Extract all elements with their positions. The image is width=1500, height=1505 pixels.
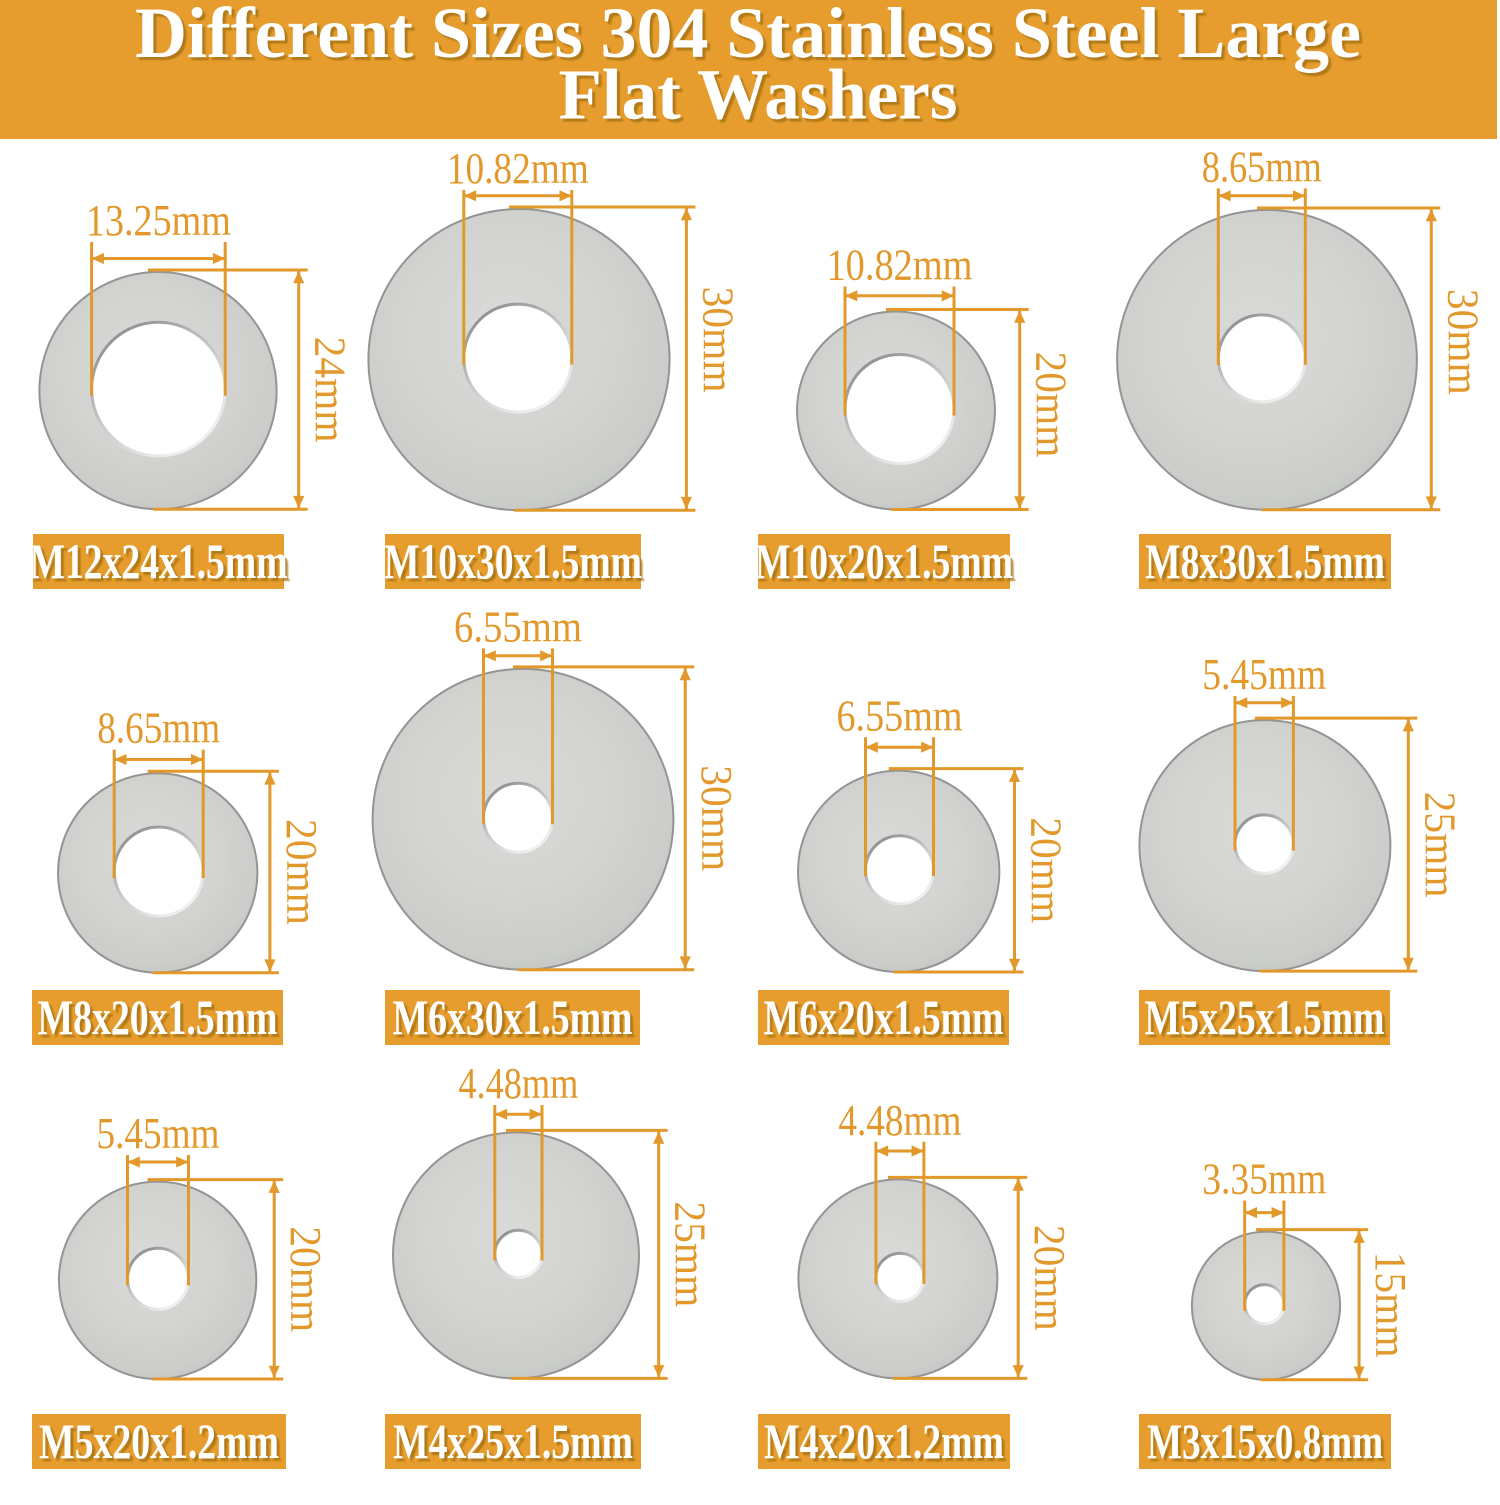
svg-text:13.25mm: 13.25mm — [86, 196, 231, 245]
svg-text:8.65mm: 8.65mm — [1202, 142, 1322, 191]
svg-text:10.82mm: 10.82mm — [827, 241, 973, 290]
svg-text:M10x20x1.5mm: M10x20x1.5mm — [755, 533, 1013, 589]
svg-text:Flat Washers: Flat Washers — [559, 55, 958, 135]
svg-text:20mm: 20mm — [1025, 1225, 1074, 1331]
svg-text:4.48mm: 4.48mm — [458, 1059, 578, 1108]
svg-text:20mm: 20mm — [1027, 352, 1076, 458]
svg-text:3.35mm: 3.35mm — [1202, 1155, 1326, 1204]
svg-text:20mm: 20mm — [277, 819, 326, 925]
svg-text:M10x30x1.5mm: M10x30x1.5mm — [384, 533, 642, 589]
svg-text:M8x20x1.5mm: M8x20x1.5mm — [38, 989, 278, 1045]
svg-text:M3x15x0.8mm: M3x15x0.8mm — [1147, 1413, 1383, 1469]
svg-text:20mm: 20mm — [1022, 817, 1071, 923]
svg-text:24mm: 24mm — [306, 337, 355, 443]
svg-text:8.65mm: 8.65mm — [97, 704, 220, 753]
svg-text:M12x24x1.5mm: M12x24x1.5mm — [30, 533, 288, 589]
svg-text:5.45mm: 5.45mm — [1202, 650, 1326, 699]
svg-text:M6x30x1.5mm: M6x30x1.5mm — [393, 989, 633, 1045]
svg-text:30mm: 30mm — [1438, 289, 1487, 395]
svg-text:6.55mm: 6.55mm — [454, 602, 582, 651]
svg-text:5.45mm: 5.45mm — [97, 1109, 220, 1158]
svg-text:25mm: 25mm — [1415, 792, 1464, 898]
svg-text:M8x30x1.5mm: M8x30x1.5mm — [1145, 533, 1385, 589]
svg-text:M5x25x1.5mm: M5x25x1.5mm — [1145, 989, 1385, 1045]
svg-text:M6x20x1.5mm: M6x20x1.5mm — [764, 989, 1004, 1045]
svg-text:25mm: 25mm — [666, 1201, 715, 1307]
svg-text:M5x20x1.2mm: M5x20x1.2mm — [39, 1413, 279, 1469]
svg-text:M4x20x1.2mm: M4x20x1.2mm — [764, 1413, 1004, 1469]
svg-text:M4x25x1.5mm: M4x25x1.5mm — [393, 1413, 633, 1469]
svg-text:15mm: 15mm — [1366, 1252, 1415, 1358]
svg-text:30mm: 30mm — [693, 287, 742, 393]
svg-text:10.82mm: 10.82mm — [447, 144, 589, 193]
svg-text:4.48mm: 4.48mm — [838, 1096, 961, 1145]
svg-text:20mm: 20mm — [281, 1226, 330, 1332]
svg-text:6.55mm: 6.55mm — [837, 691, 963, 740]
svg-text:30mm: 30mm — [692, 765, 741, 871]
svg-text:Different Sizes 304 Stainless: Different Sizes 304 Stainless Steel Larg… — [135, 0, 1361, 73]
